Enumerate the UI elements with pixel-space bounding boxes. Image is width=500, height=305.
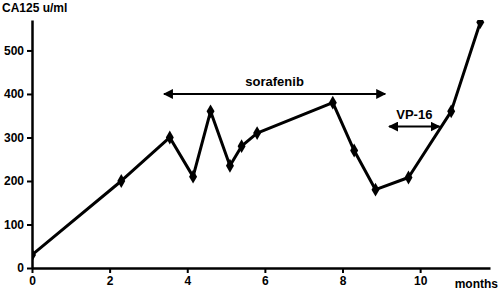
y-tick-label: 400: [4, 87, 24, 101]
y-tick: 100: [4, 218, 32, 232]
x-tick-mark: [109, 268, 111, 273]
y-tick: 0: [17, 261, 32, 275]
data-point: [476, 20, 484, 29]
y-axis-title: CA125 u/ml: [2, 1, 67, 15]
data-point: [207, 104, 215, 118]
x-tick-label: 0: [29, 274, 36, 288]
data-point: [447, 104, 455, 118]
y-axis-line: [31, 21, 34, 269]
x-tick-label: 6: [262, 274, 269, 288]
x-tick-label: 2: [107, 274, 114, 288]
x-tick: 6: [262, 268, 269, 288]
y-tick-mark: [27, 180, 32, 182]
y-tick-mark: [27, 137, 32, 139]
annotations: sorafenib VP-16: [164, 74, 440, 127]
x-tick-label: 4: [184, 274, 191, 288]
x-axis: 0 2 4 6 8 10: [29, 268, 490, 288]
data-line: [32, 22, 480, 255]
x-tick-mark: [264, 268, 266, 273]
y-tick-mark: [27, 224, 32, 226]
data-point: [117, 174, 125, 188]
x-tick-mark: [342, 268, 344, 273]
x-tick-label: 10: [414, 274, 428, 288]
y-tick: 500: [4, 44, 32, 58]
x-tick-label: 8: [340, 274, 347, 288]
chart: 02468100100200300400500CA125 u/mlmonthss…: [0, 0, 500, 305]
x-tick: 8: [340, 268, 347, 288]
data-point: [238, 139, 246, 153]
data-point: [405, 171, 413, 185]
y-tick-label: 200: [4, 174, 24, 188]
x-axis-line: [33, 267, 491, 270]
period-label: sorafenib: [245, 74, 304, 89]
y-axis: 0 100 200 300 400 500: [4, 21, 33, 276]
data-point: [166, 131, 174, 145]
data-point: [32, 248, 36, 262]
x-axis-title: months: [455, 277, 499, 291]
x-tick: 4: [184, 268, 191, 288]
x-tick-mark: [420, 268, 422, 273]
data-point: [226, 159, 234, 173]
y-tick-label: 500: [4, 44, 24, 58]
y-tick-mark: [27, 93, 32, 95]
y-tick-label: 100: [4, 218, 24, 232]
data-point: [189, 170, 197, 184]
period-arrow: [389, 126, 439, 128]
period-label: VP-16: [396, 107, 432, 122]
y-tick: 200: [4, 174, 32, 188]
period-arrow: [164, 93, 385, 95]
y-tick: 400: [4, 87, 32, 101]
plot-area: [32, 20, 484, 262]
y-tick-label: 300: [4, 131, 24, 145]
x-tick-mark: [187, 268, 189, 273]
y-tick-label: 0: [17, 261, 24, 275]
data-point: [329, 96, 337, 110]
data-point: [350, 144, 358, 158]
data-point: [253, 126, 261, 140]
y-tick-mark: [27, 50, 32, 52]
x-tick: 2: [107, 268, 114, 288]
y-tick: 300: [4, 131, 32, 145]
y-tick-mark: [27, 268, 32, 270]
data-point: [372, 183, 380, 197]
x-tick: 0: [29, 268, 36, 288]
x-tick: 10: [414, 268, 428, 288]
